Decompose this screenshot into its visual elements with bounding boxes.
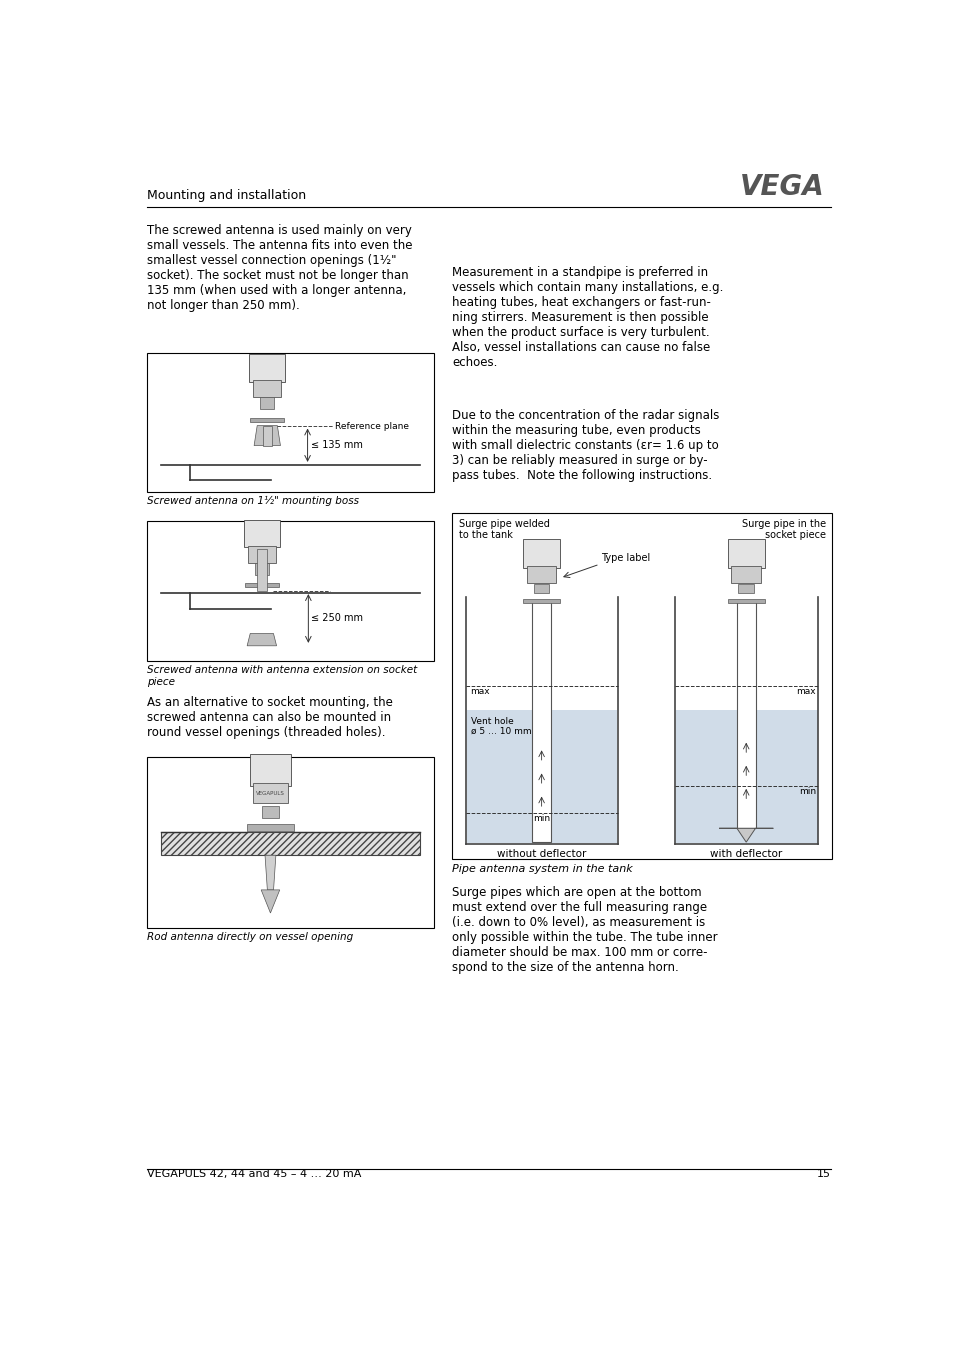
Bar <box>736 602 755 829</box>
Polygon shape <box>265 856 275 890</box>
Bar <box>248 546 275 562</box>
Bar <box>260 397 274 410</box>
Polygon shape <box>719 829 773 842</box>
Text: VEGA: VEGA <box>739 173 823 200</box>
Bar <box>257 549 266 591</box>
Text: Surge pipe in the
socket piece: Surge pipe in the socket piece <box>741 519 825 541</box>
Text: The screwed antenna is used mainly on very
small vessels. The antenna fits into : The screwed antenna is used mainly on ve… <box>147 224 413 312</box>
Polygon shape <box>253 426 280 446</box>
Bar <box>244 519 279 548</box>
Text: min: min <box>798 787 815 796</box>
Text: max: max <box>470 687 490 696</box>
Text: VEGAPULS 42, 44 and 45 – 4 … 20 mA: VEGAPULS 42, 44 and 45 – 4 … 20 mA <box>147 1168 361 1179</box>
Bar <box>247 825 294 830</box>
Bar <box>161 831 419 856</box>
Bar <box>532 602 550 842</box>
Text: ≤ 250 mm: ≤ 250 mm <box>311 612 363 623</box>
Text: Pipe antenna system in the tank: Pipe antenna system in the tank <box>452 864 633 875</box>
Bar <box>731 566 760 584</box>
Bar <box>250 418 284 422</box>
Text: 15: 15 <box>816 1168 830 1179</box>
Text: Reference plane: Reference plane <box>335 422 408 431</box>
Text: VEGAPULS: VEGAPULS <box>255 791 285 796</box>
Text: min: min <box>533 814 550 823</box>
Bar <box>522 599 559 603</box>
Bar <box>452 512 831 859</box>
Text: without deflector: without deflector <box>497 849 586 859</box>
Bar <box>467 710 617 842</box>
Text: As an alternative to socket mounting, the
screwed antenna can also be mounted in: As an alternative to socket mounting, th… <box>147 696 393 738</box>
Text: max: max <box>796 687 815 696</box>
Bar <box>675 710 817 842</box>
Bar <box>727 538 764 568</box>
Text: Surge pipes which are open at the bottom
must extend over the full measuring ran: Surge pipes which are open at the bottom… <box>452 886 718 973</box>
Bar <box>253 783 287 803</box>
Bar <box>147 353 434 492</box>
Text: Screwed antenna on 1½" mounting boss: Screwed antenna on 1½" mounting boss <box>147 496 358 506</box>
Bar <box>254 562 269 575</box>
Text: ≤ 135 mm: ≤ 135 mm <box>311 439 362 450</box>
Text: Screwed antenna with antenna extension on socket
piece: Screwed antenna with antenna extension o… <box>147 665 417 687</box>
Text: Surge pipe welded
to the tank: Surge pipe welded to the tank <box>458 519 549 541</box>
Bar <box>738 584 753 594</box>
Bar <box>245 584 278 587</box>
Bar <box>147 757 434 929</box>
Bar <box>534 584 549 594</box>
Text: Measurement in a standpipe is preferred in
vessels which contain many installati: Measurement in a standpipe is preferred … <box>452 266 723 369</box>
Bar <box>727 599 764 603</box>
Text: Type label: Type label <box>600 553 650 562</box>
Bar <box>147 521 434 661</box>
Polygon shape <box>247 634 276 646</box>
Bar <box>262 806 278 818</box>
Polygon shape <box>261 890 279 913</box>
Text: Rod antenna directly on vessel opening: Rod antenna directly on vessel opening <box>147 933 353 942</box>
Bar <box>262 426 272 446</box>
Bar <box>526 566 556 584</box>
Bar <box>522 538 559 568</box>
Text: Vent hole
ø 5 … 10 mm: Vent hole ø 5 … 10 mm <box>471 717 531 735</box>
Text: Mounting and installation: Mounting and installation <box>147 189 306 203</box>
Bar <box>250 753 291 786</box>
Bar <box>249 354 285 381</box>
Text: Due to the concentration of the radar signals
within the measuring tube, even pr: Due to the concentration of the radar si… <box>452 408 720 481</box>
Text: with deflector: with deflector <box>709 849 781 859</box>
Bar <box>253 380 281 397</box>
